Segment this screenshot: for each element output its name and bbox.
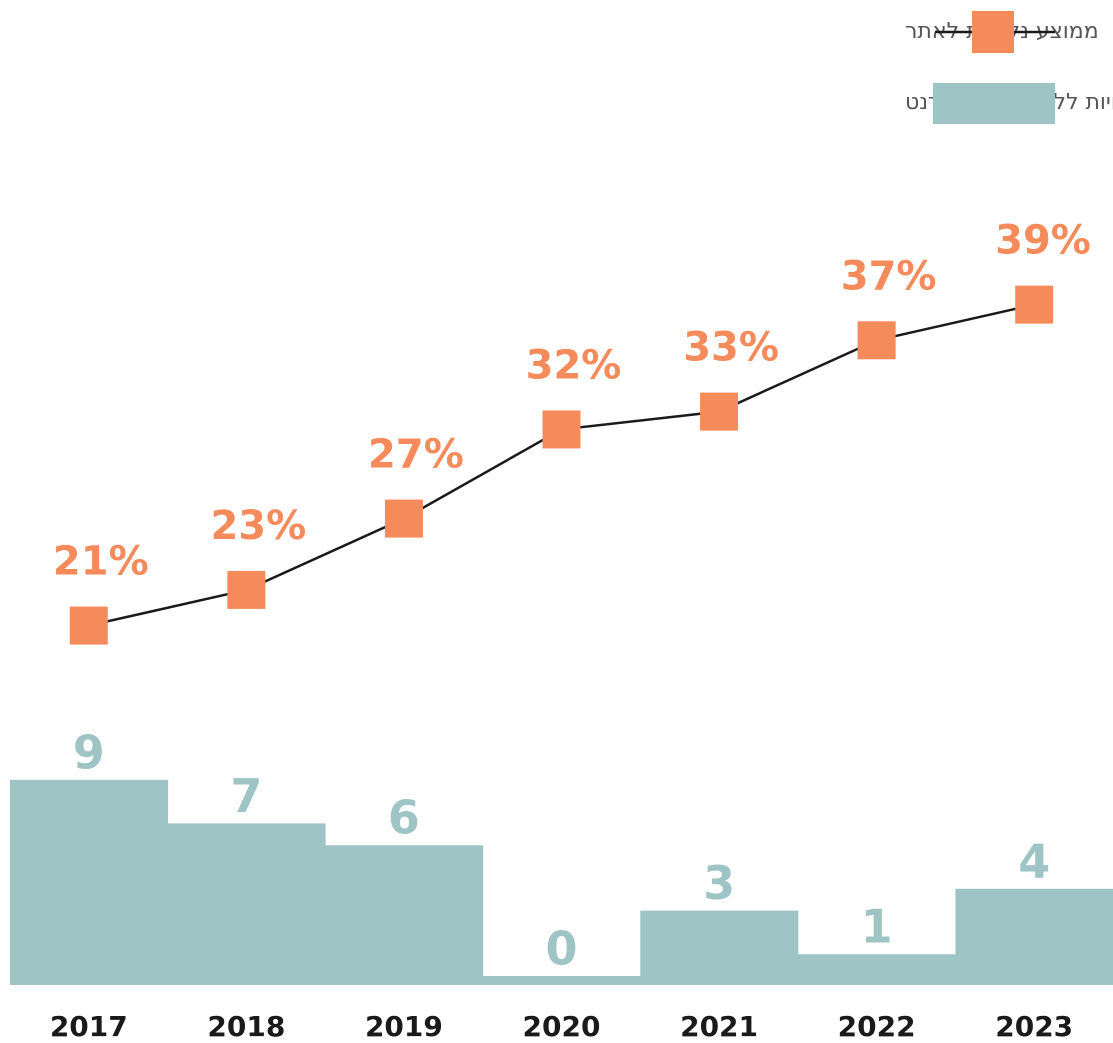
data-label: 33%: [683, 325, 779, 371]
bar: [797, 954, 956, 985]
data-label: 32%: [526, 342, 622, 388]
marker: [1015, 285, 1054, 324]
legend-swatch: [933, 83, 1055, 124]
bar: [10, 779, 169, 985]
data-label: 39%: [995, 218, 1091, 264]
data-label: 21%: [53, 539, 149, 585]
marker: [227, 570, 266, 609]
x-tick-label: 2019: [365, 1010, 443, 1043]
x-tick-label: 2018: [207, 1010, 285, 1043]
data-label: 23%: [210, 503, 306, 549]
x-tick-label: 2021: [680, 1010, 758, 1043]
bar-value-label: 9: [73, 725, 105, 779]
x-tick-label: 2017: [50, 1010, 128, 1043]
marker: [700, 392, 739, 431]
bar: [955, 888, 1113, 985]
legend-marker: [972, 11, 1014, 53]
bar-value-label: 4: [1018, 834, 1050, 888]
bar-value-label: 1: [861, 900, 893, 954]
data-label: 37%: [841, 253, 937, 299]
bar-value-label: 0: [545, 922, 577, 976]
marker: [69, 606, 108, 645]
bar: [325, 845, 484, 985]
bar-value-label: 7: [230, 769, 262, 823]
x-tick-label: 2023: [995, 1010, 1073, 1043]
bar: [167, 823, 326, 985]
bar-value-label: 6: [388, 791, 420, 845]
x-tick-label: 2020: [523, 1010, 601, 1043]
marker: [384, 499, 423, 538]
marker: [542, 410, 581, 449]
x-tick-label: 2022: [838, 1010, 916, 1043]
marker: [857, 321, 896, 360]
bar-value-label: 3: [703, 856, 735, 910]
bar: [640, 910, 799, 985]
bar: [482, 976, 641, 985]
data-label: 27%: [368, 432, 464, 478]
